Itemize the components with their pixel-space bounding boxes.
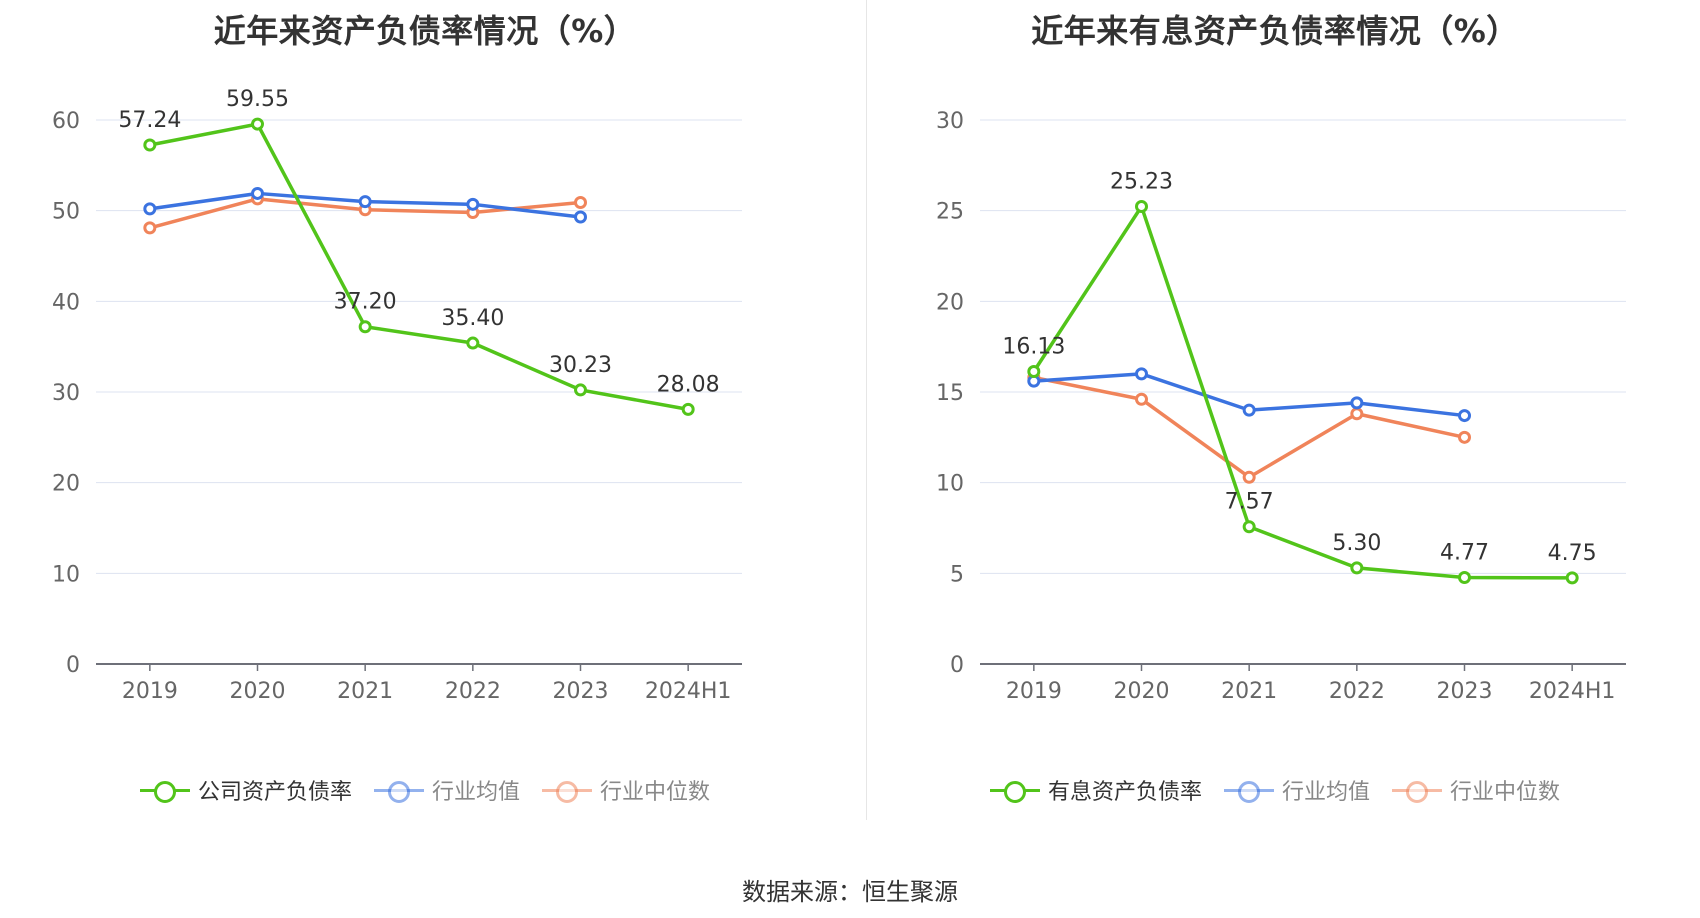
- data-point: [143, 138, 157, 152]
- x-tick-label: 2021: [337, 679, 393, 704]
- series-line-0: [149, 122, 689, 412]
- data-label: 35.40: [441, 306, 504, 331]
- y-tick-label: 5: [950, 562, 964, 587]
- legend-swatch-icon: [1223, 778, 1274, 803]
- x-tick-label: 2023: [1437, 679, 1493, 704]
- y-tick-label: 25: [936, 200, 964, 225]
- data-label: 59.55: [226, 87, 289, 112]
- data-point: [1135, 367, 1148, 381]
- data-point: [143, 221, 157, 235]
- y-tick-label: 30: [52, 381, 80, 406]
- data-label: 5.30: [1332, 531, 1381, 556]
- chart-legend-right: 有息资产负债率 行业均值 行业中位数: [850, 774, 1700, 806]
- panel-divider: [866, 0, 867, 820]
- data-point: [574, 196, 587, 210]
- chart-panel-left: 近年来资产负债率情况（%） 0 10 20 30 40 50 60 2019 2020 2021 2…: [0, 0, 850, 820]
- legend-swatch-icon: [1392, 778, 1442, 803]
- data-source-note: 数据来源：恒生聚源: [742, 878, 958, 906]
- x-tick-label: 2021: [1221, 679, 1277, 704]
- x-tick-label: 2020: [1114, 679, 1170, 704]
- legend-item[interactable]: 行业均值: [373, 774, 520, 806]
- y-tick-label: 60: [52, 109, 80, 134]
- data-point: [1565, 571, 1579, 585]
- y-tick-label: 40: [52, 290, 80, 315]
- legend-label: 行业均值: [431, 780, 520, 805]
- legend-swatch-icon: [139, 778, 190, 803]
- data-point: [681, 402, 695, 416]
- data-point: [1458, 409, 1471, 423]
- data-point: [251, 117, 264, 131]
- x-tick-label: 2023: [553, 679, 609, 704]
- legend-label: 行业中位数: [600, 780, 711, 805]
- data-point: [466, 336, 480, 350]
- legend-label: 公司资产负债率: [197, 780, 352, 805]
- data-point: [1350, 561, 1364, 575]
- chart-title: 近年来资产负债率情况（%）: [213, 12, 637, 50]
- data-point: [1242, 470, 1256, 484]
- data-label: 4.77: [1440, 541, 1489, 566]
- data-label: 28.08: [657, 372, 720, 397]
- y-tick-label: 0: [950, 653, 964, 678]
- y-tick-label: 10: [52, 562, 80, 587]
- y-tick-label: 15: [936, 381, 964, 406]
- legend-swatch-icon: [373, 778, 424, 803]
- legend-item[interactable]: 有息资产负债率: [989, 774, 1202, 806]
- chart-title: 近年来有息资产负债率情况（%）: [1031, 12, 1519, 50]
- chart-plot-left: 0 10 20 30 40 50 60 2019 2020 2021 2022 2023 2024H1 5…: [52, 87, 742, 704]
- data-point: [1350, 407, 1364, 421]
- data-point: [1135, 392, 1148, 406]
- y-tick-label: 10: [936, 472, 964, 497]
- data-label: 30.23: [549, 353, 612, 378]
- data-point: [143, 202, 157, 216]
- y-tick-label: 20: [52, 472, 80, 497]
- legend-item[interactable]: 行业均值: [1223, 774, 1370, 806]
- chart-panel-right: 近年来有息资产负债率情况（%） 0 5 10 15 20 25 30 2019 2020 2021…: [850, 0, 1700, 820]
- legend-item[interactable]: 行业中位数: [1392, 774, 1560, 806]
- legend-label: 行业均值: [1281, 780, 1370, 805]
- data-point: [251, 186, 264, 200]
- data-label: 37.20: [334, 290, 397, 315]
- data-point: [574, 383, 587, 397]
- legend-swatch-icon: [542, 778, 592, 803]
- x-tick-label: 2019: [122, 679, 178, 704]
- x-tick-label: 2022: [445, 679, 501, 704]
- legend-item[interactable]: 公司资产负债率: [139, 774, 352, 806]
- legend-item[interactable]: 行业中位数: [542, 774, 710, 806]
- data-point: [1350, 396, 1364, 410]
- y-tick-label: 30: [936, 109, 964, 134]
- x-tick-label: 2024H1: [645, 679, 732, 704]
- series-line-0: [1032, 204, 1573, 580]
- data-label: 7.57: [1225, 490, 1274, 515]
- data-label: 25.23: [1110, 169, 1173, 194]
- data-label: 4.75: [1548, 541, 1597, 566]
- x-tick-label: 2024H1: [1529, 679, 1616, 704]
- chart-legend-left: 公司资产负债率 行业均值 行业中位数: [0, 774, 850, 806]
- data-point: [1458, 430, 1471, 444]
- legend-swatch-icon: [989, 778, 1040, 803]
- data-point: [466, 197, 480, 211]
- data-point: [1135, 199, 1148, 213]
- data-point: [1242, 403, 1256, 417]
- data-point: [358, 320, 372, 334]
- y-tick-label: 50: [52, 200, 80, 225]
- data-label: 57.24: [118, 108, 181, 133]
- data-point: [574, 210, 587, 224]
- data-point: [1242, 520, 1256, 534]
- chart-plot-right: 0 5 10 15 20 25 30 2019 2020 2021 2022 2023 2024H1 16…: [936, 109, 1626, 704]
- y-tick-label: 20: [936, 290, 964, 315]
- legend-label: 行业中位数: [1450, 780, 1561, 805]
- x-tick-label: 2020: [230, 679, 286, 704]
- legend-label: 有息资产负债率: [1047, 780, 1202, 805]
- data-point: [358, 195, 372, 209]
- x-tick-label: 2022: [1329, 679, 1385, 704]
- x-tick-label: 2019: [1006, 679, 1062, 704]
- data-label: 16.13: [1002, 335, 1065, 360]
- y-tick-label: 0: [66, 653, 80, 678]
- data-point: [1458, 571, 1471, 585]
- data-point: [1027, 365, 1041, 379]
